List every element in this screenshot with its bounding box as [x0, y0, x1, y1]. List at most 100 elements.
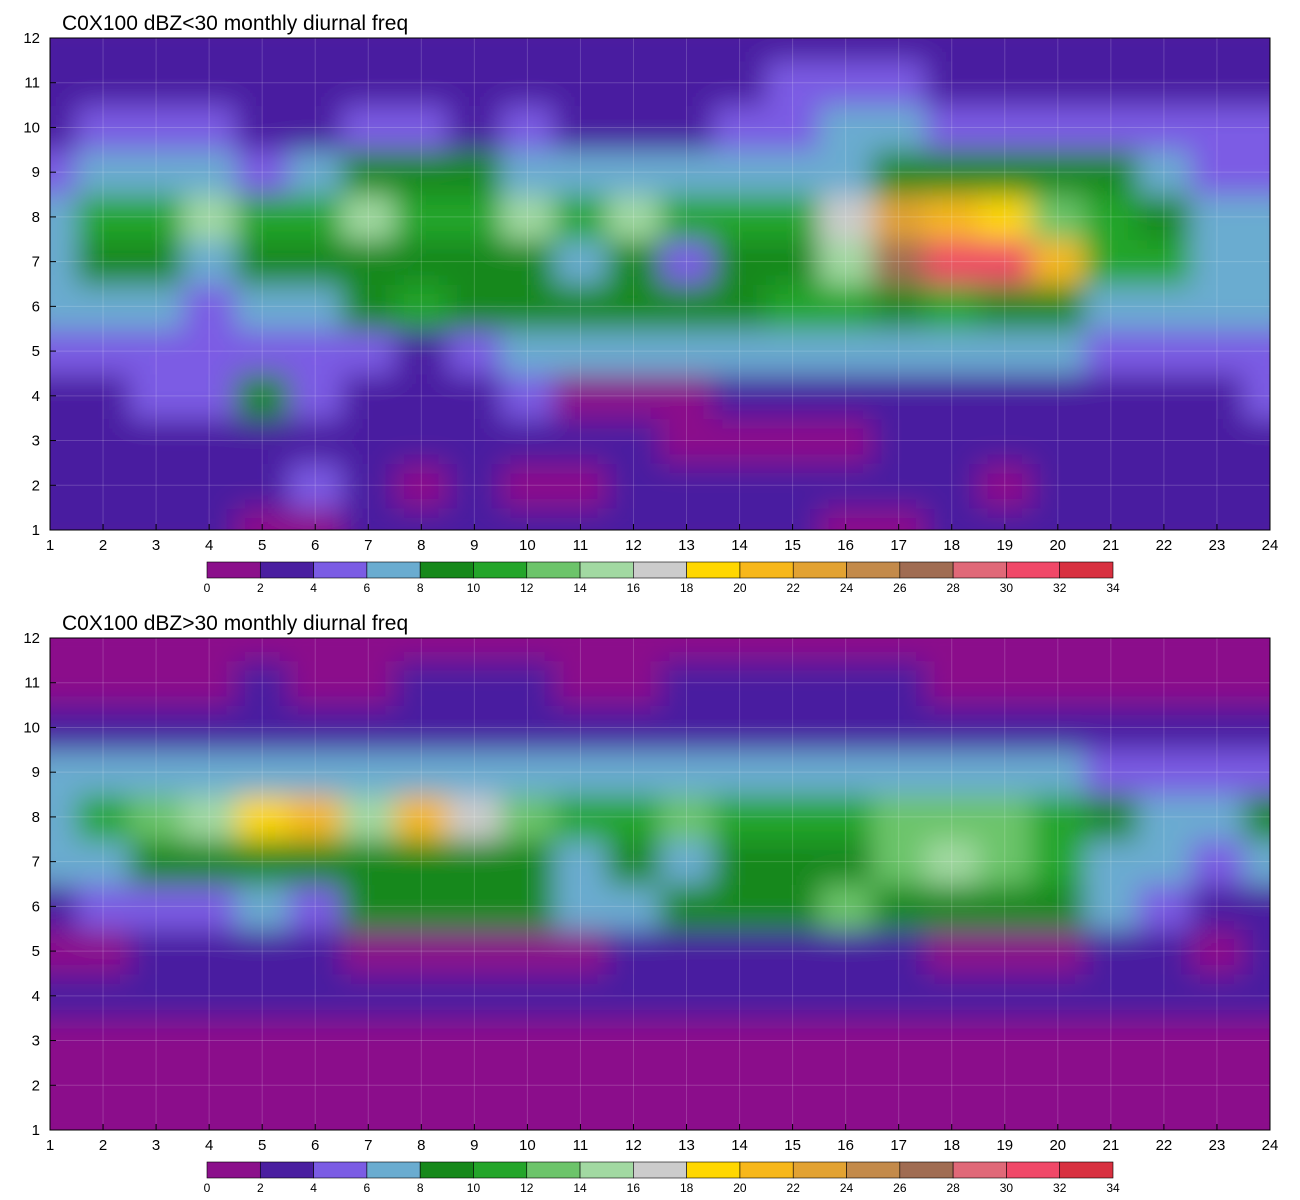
contour-cell: [235, 328, 290, 375]
contour-cell: [553, 884, 608, 930]
contour-cell: [713, 973, 768, 1020]
contour-cell: [872, 194, 927, 241]
contour-cell: [1084, 884, 1139, 930]
contour-cell: [553, 373, 608, 420]
contour-cell: [660, 373, 715, 420]
contour-cell: [288, 328, 343, 375]
contour-cell: [978, 928, 1033, 975]
contour-cell: [553, 1062, 608, 1109]
colorbar-swatch: [366, 1161, 421, 1179]
contour-cell: [447, 418, 502, 464]
contour-cell: [553, 660, 608, 707]
contour-cell: [872, 638, 927, 662]
contour-cell: [447, 884, 502, 930]
contour-cell: [713, 638, 768, 662]
contour-cell: [819, 839, 874, 885]
contour-cell: [500, 507, 555, 530]
contour-cell: [925, 928, 980, 975]
contour-cell: [341, 507, 396, 530]
contour-cell: [872, 149, 927, 196]
contour-cell: [872, 839, 927, 885]
contour-cell: [978, 1062, 1033, 1109]
contour-cell: [553, 194, 608, 241]
contour-cell: [819, 328, 874, 375]
x-tick-label: 17: [890, 1137, 907, 1154]
colorbar-label: 14: [573, 1181, 587, 1195]
contour-cell: [394, 328, 449, 375]
contour-cell: [76, 705, 131, 751]
colorbar-swatch: [419, 1161, 474, 1179]
contour-cell: [1084, 1018, 1139, 1064]
contour-field: [50, 638, 1270, 1130]
contour-cell: [182, 749, 237, 796]
contour-cell: [713, 60, 768, 107]
contour-cell: [500, 149, 555, 196]
contour-cell: [1084, 194, 1139, 241]
contour-cell: [447, 149, 502, 196]
contour-cell: [1190, 38, 1245, 62]
contour-cell: [447, 38, 502, 62]
contour-cell: [235, 194, 290, 241]
contour-cell: [447, 373, 502, 420]
colorbar-swatch: [686, 1161, 741, 1179]
contour-cell: [713, 38, 768, 62]
contour-cell: [235, 1062, 290, 1109]
contour-cell: [341, 418, 396, 464]
contour-cell: [925, 105, 980, 151]
contour-cell: [500, 839, 555, 885]
contour-cell: [819, 373, 874, 420]
contour-cell: [394, 928, 449, 975]
contour-cell: [394, 1018, 449, 1064]
contour-cell: [819, 884, 874, 930]
x-tick-label: 23: [1209, 537, 1226, 554]
contour-cell: [235, 660, 290, 707]
contour-cell: [1137, 794, 1192, 841]
contour-cell: [819, 1107, 874, 1130]
contour-cell: [1084, 462, 1139, 509]
colorbar-swatch: [206, 1161, 261, 1179]
contour-cell: [76, 284, 131, 330]
contour-cell: [713, 705, 768, 751]
colorbar-swatch: [526, 561, 581, 579]
contour-cell: [394, 884, 449, 930]
contour-cell: [1243, 418, 1270, 464]
contour-cell: [235, 38, 290, 62]
contour-cell: [606, 638, 661, 662]
contour-cell: [553, 328, 608, 375]
contour-cell: [660, 638, 715, 662]
contour-cell: [235, 1018, 290, 1064]
contour-cell: [819, 284, 874, 330]
contour-cell: [1031, 839, 1086, 885]
colorbar-swatch: [739, 561, 794, 579]
contour-cell: [1031, 38, 1086, 62]
contour-cell: [235, 705, 290, 751]
contour-cell: [500, 38, 555, 62]
contour-cell: [500, 194, 555, 241]
contour-cell: [872, 1018, 927, 1064]
contour-cell: [1137, 373, 1192, 420]
colorbar-label: 8: [417, 581, 424, 595]
chart-title: C0X100 dBZ<30 monthly diurnal freq: [62, 12, 409, 35]
contour-cell: [606, 373, 661, 420]
colorbar-swatch: [473, 561, 528, 579]
contour-cell: [819, 928, 874, 975]
contour-cell: [235, 373, 290, 420]
contour-cell: [606, 660, 661, 707]
contour-cell: [766, 1062, 821, 1109]
contour-cell: [1137, 1062, 1192, 1109]
contour-cell: [1243, 38, 1270, 62]
contour-cell: [1243, 928, 1270, 975]
contour-cell: [766, 794, 821, 841]
contour-cell: [1190, 105, 1245, 151]
contour-cell: [660, 105, 715, 151]
contour-cell: [182, 794, 237, 841]
contour-cell: [182, 705, 237, 751]
contour-cell: [1190, 60, 1245, 107]
plot-frame: [49, 637, 1271, 1131]
contour-cell: [1190, 928, 1245, 975]
contour-cell: [978, 373, 1033, 420]
contour-cell: [394, 284, 449, 330]
contour-cell: [447, 1107, 502, 1130]
contour-cell: [978, 839, 1033, 885]
